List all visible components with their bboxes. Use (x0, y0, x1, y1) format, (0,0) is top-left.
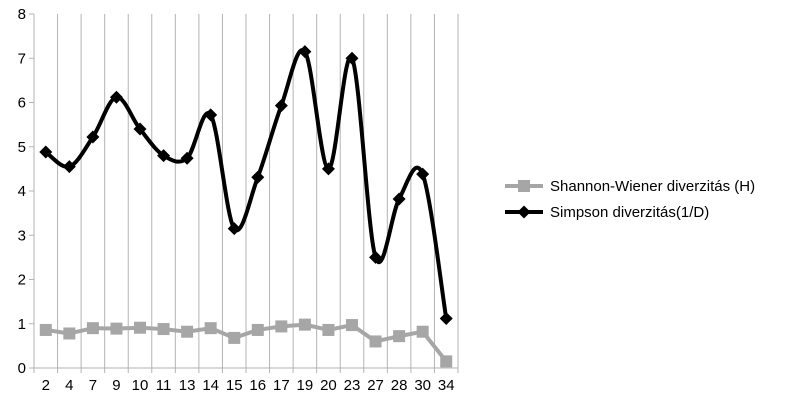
data-point (346, 319, 358, 332)
series-1 (39, 318, 453, 368)
legend-swatch-marker (517, 205, 531, 219)
x-tick-label: 11 (156, 377, 172, 394)
y-tick-label: 3 (18, 227, 26, 244)
data-point (227, 222, 241, 236)
data-point (157, 323, 170, 336)
data-point (181, 325, 194, 338)
x-tick-label: 30 (414, 377, 431, 394)
x-tick-label: 14 (202, 377, 219, 394)
x-tick-label: 34 (438, 377, 455, 394)
data-point (392, 192, 406, 206)
data-point (134, 321, 146, 334)
grid (33, 14, 459, 368)
data-point (251, 170, 265, 184)
x-tick-label: 9 (112, 377, 120, 394)
x-tick-labels: 2 4 7 9 10 11 13 14 15 16 17 19 20 23 27 28 30 34 (42, 377, 455, 394)
data-point (440, 355, 453, 368)
data-point (39, 323, 52, 336)
data-point (228, 331, 241, 344)
y-tick-label: 2 (18, 272, 26, 289)
data-point (274, 99, 288, 113)
legend-item: Simpson diverzitás(1/D) (505, 204, 709, 221)
x-tick-label: 17 (273, 377, 290, 394)
legend-label: Shannon-Wiener diverzitás (H) (550, 178, 755, 195)
x-tick-label: 23 (344, 377, 361, 394)
x-tick-label: 27 (367, 377, 384, 394)
legend-label: Simpson diverzitás(1/D) (550, 204, 709, 221)
x-tick-label: 28 (391, 377, 408, 394)
y-tick-label: 7 (18, 50, 26, 67)
data-point (63, 327, 76, 340)
y-tick-label: 5 (18, 139, 26, 156)
data-point (298, 45, 312, 59)
data-point (322, 323, 335, 336)
series-2 (39, 45, 453, 325)
data-point (204, 108, 218, 122)
data-point (39, 145, 53, 159)
y-tick-label: 0 (18, 360, 26, 377)
y-tick-label: 1 (18, 316, 26, 333)
y-tick-labels: 0 1 2 3 4 5 6 7 8 (18, 6, 26, 377)
x-tick-label: 7 (89, 377, 97, 394)
axes (29, 13, 459, 373)
data-point (321, 162, 335, 176)
data-point (393, 330, 406, 343)
data-point (86, 322, 99, 335)
data-point (86, 130, 100, 144)
data-point (275, 320, 288, 333)
x-tick-label: 16 (249, 377, 266, 394)
data-point (157, 149, 171, 163)
data-point (369, 335, 382, 348)
x-tick-label: 13 (179, 377, 196, 394)
x-tick-label: 15 (226, 377, 243, 394)
data-point (416, 167, 430, 181)
y-tick-label: 8 (18, 6, 26, 23)
data-point (345, 51, 359, 65)
legend: Shannon-Wiener diverzitás (H) Simpson div… (505, 178, 755, 221)
legend-item: Shannon-Wiener diverzitás (H) (505, 178, 755, 195)
data-point (133, 122, 147, 136)
x-tick-label: 19 (297, 377, 314, 394)
data-point (180, 151, 194, 165)
legend-swatch-marker (518, 180, 530, 192)
data-point (62, 160, 76, 174)
data-point (298, 318, 311, 331)
x-tick-label: 4 (65, 377, 73, 394)
x-tick-label: 2 (42, 377, 50, 394)
data-point (251, 323, 264, 336)
x-tick-label: 10 (132, 377, 149, 394)
data-point (204, 322, 217, 335)
data-point (369, 250, 383, 264)
y-tick-label: 4 (18, 183, 26, 200)
data-point (110, 322, 123, 335)
series (39, 45, 453, 368)
data-point (109, 90, 123, 104)
series-line (43, 47, 449, 321)
x-tick-label: 20 (320, 377, 337, 394)
data-point (439, 311, 453, 325)
y-tick-label: 6 (18, 95, 26, 112)
data-point (416, 325, 429, 338)
